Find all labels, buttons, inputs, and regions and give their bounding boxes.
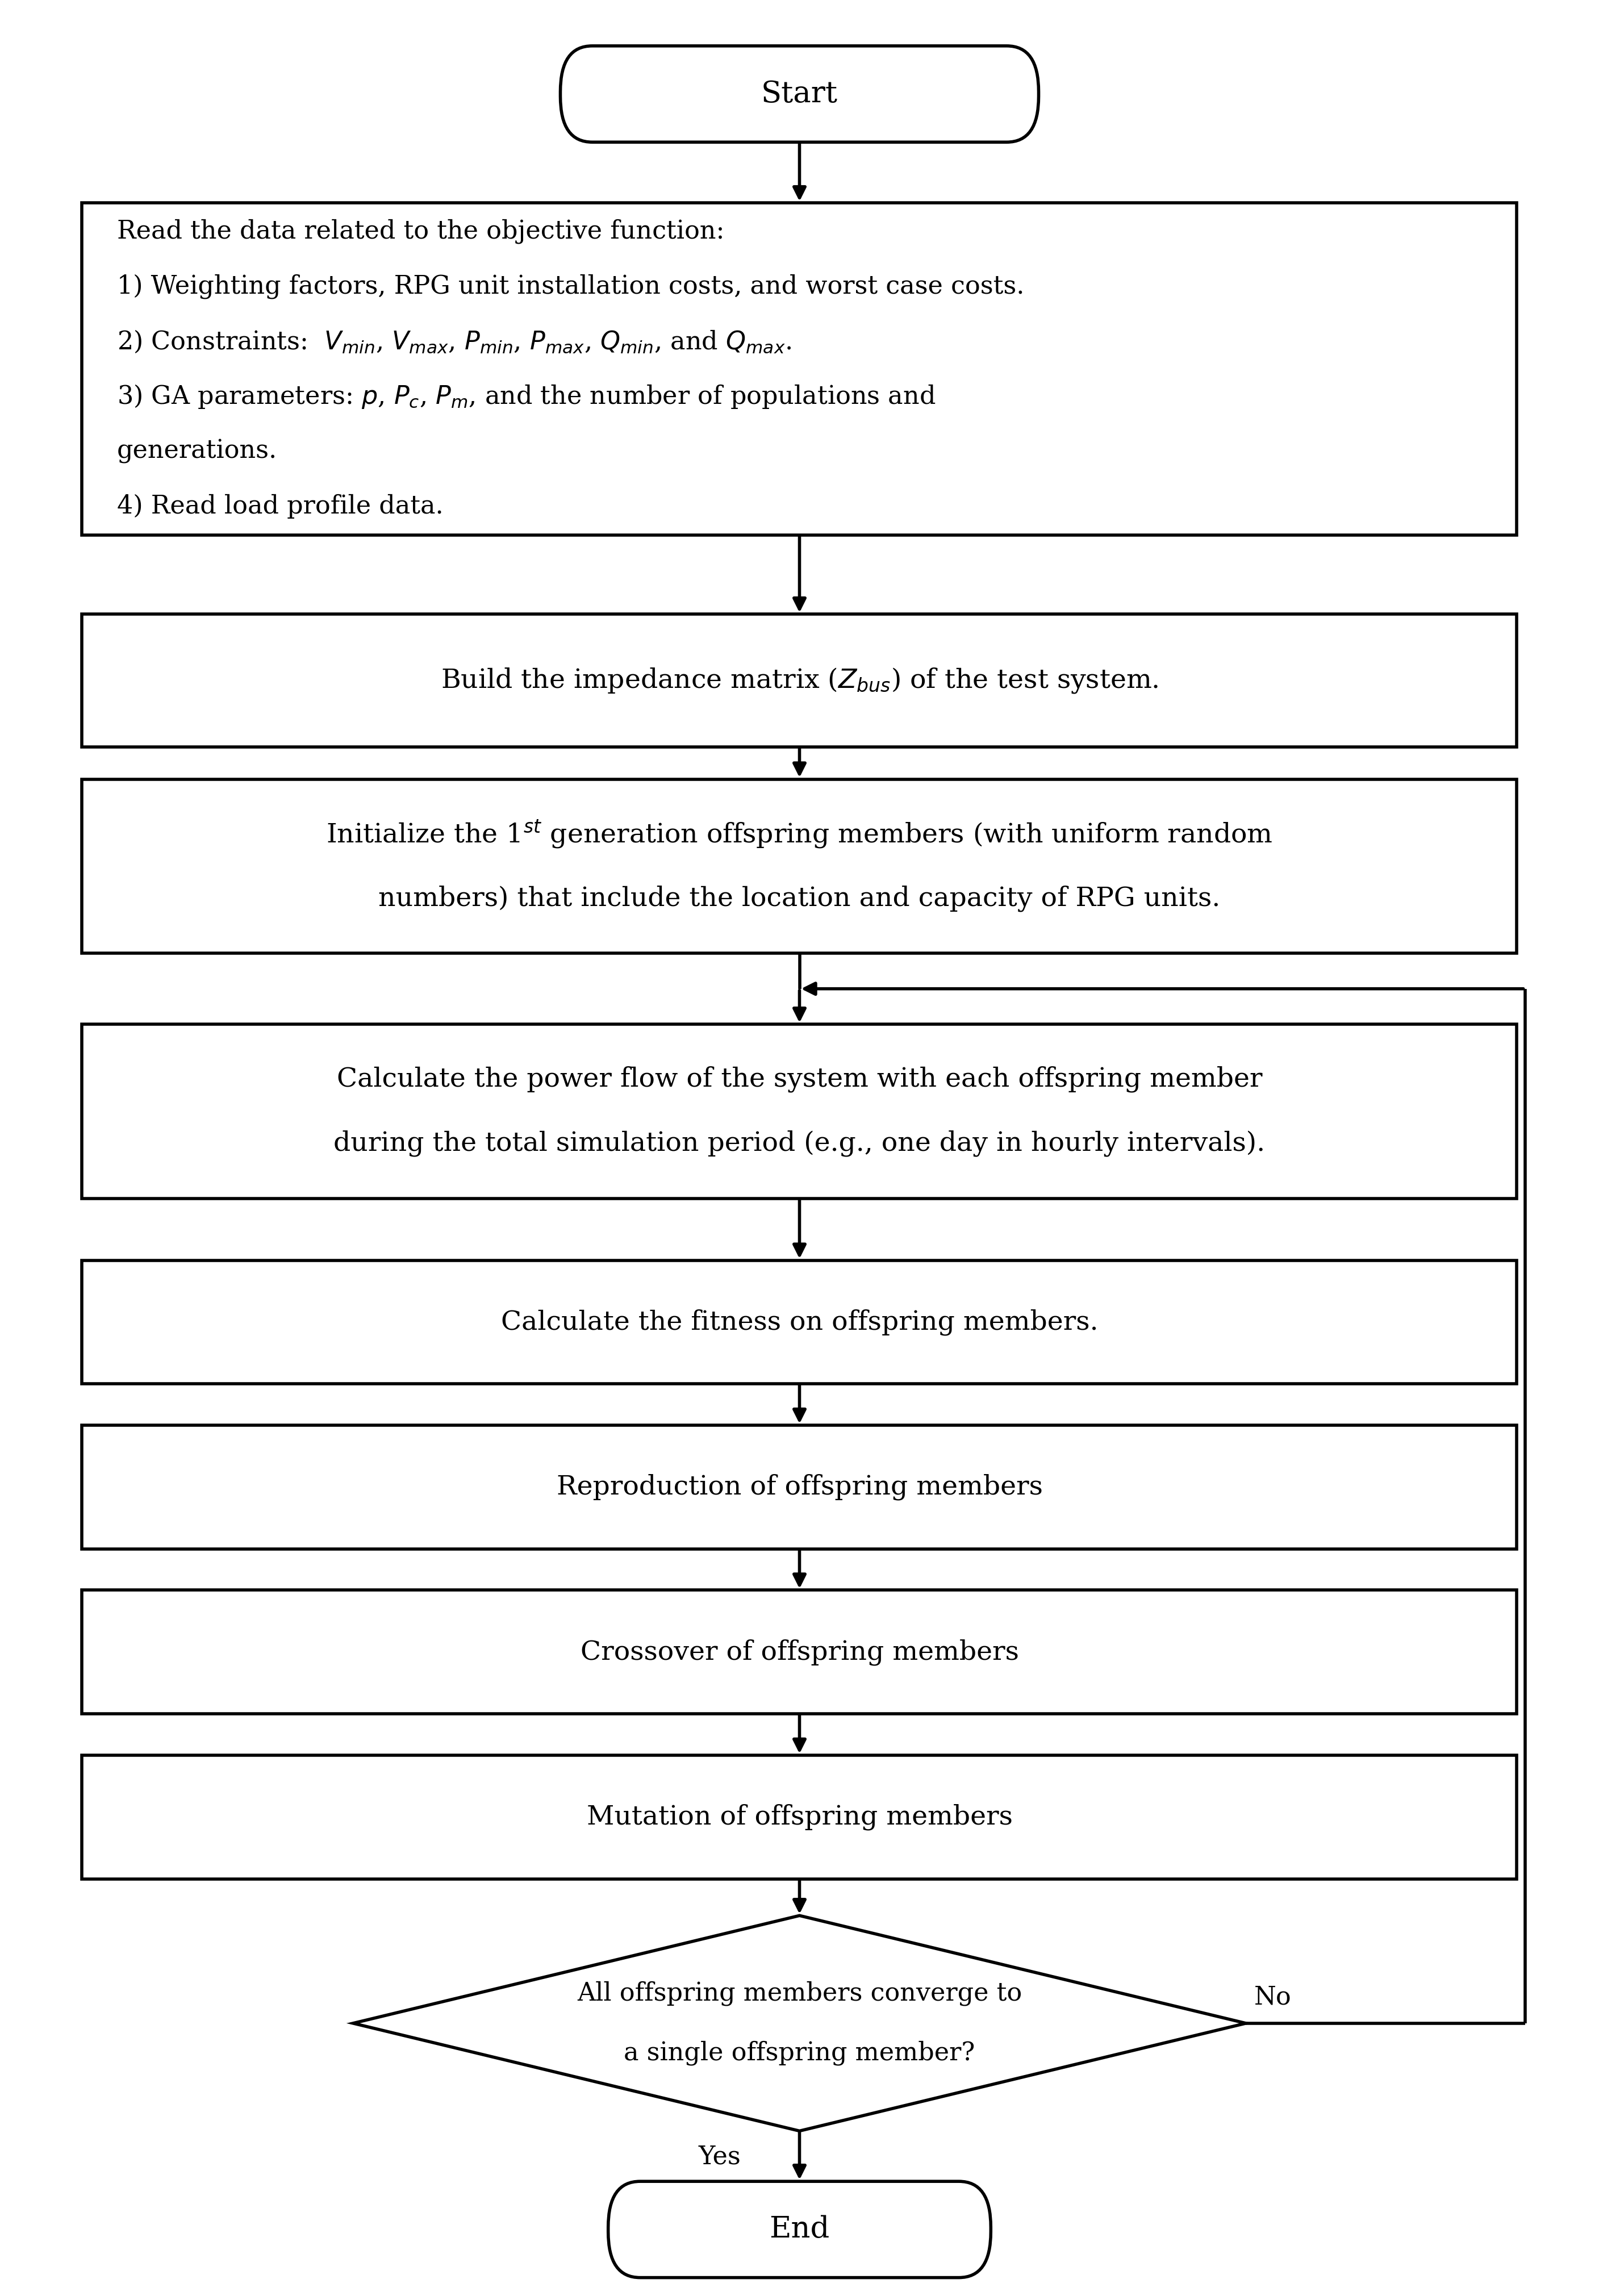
Bar [82,778,1517,953]
FancyBboxPatch shape [608,2181,991,2278]
Text: 1) Weighting factors, RPG unit installation costs, and worst case costs.: 1) Weighting factors, RPG unit installat… [117,273,1025,298]
Bar [82,1024,1517,1199]
Bar [82,202,1517,535]
Bar [82,613,1517,746]
Text: All offspring members converge to: All offspring members converge to [577,1981,1022,2007]
Polygon shape [353,1915,1246,2131]
Text: during the total simulation period (e.g., one day in hourly intervals).: during the total simulation period (e.g.… [334,1130,1265,1157]
Text: Crossover of offspring members: Crossover of offspring members [580,1639,1019,1665]
Text: Read the data related to the objective function:: Read the data related to the objective f… [117,218,724,243]
Text: numbers) that include the location and capacity of RPG units.: numbers) that include the location and c… [379,884,1220,912]
Text: Calculate the power flow of the system with each offspring member: Calculate the power flow of the system w… [337,1065,1262,1093]
Text: 3) GA parameters: $p$, $P_c$, $P_m$, and the number of populations and: 3) GA parameters: $p$, $P_c$, $P_m$, and… [117,383,935,411]
Bar [82,1426,1517,1550]
Text: Reproduction of offspring members: Reproduction of offspring members [556,1474,1043,1499]
Text: a single offspring member?: a single offspring member? [624,2041,975,2066]
Text: No: No [1254,1986,1292,2009]
Text: Start: Start [761,80,838,108]
Text: Initialize the 1$^{st}$ generation offspring members (with uniform random: Initialize the 1$^{st}$ generation offsp… [326,817,1273,850]
Text: 4) Read load profile data.: 4) Read load profile data. [117,494,443,519]
FancyBboxPatch shape [560,46,1039,142]
Bar [82,1261,1517,1384]
Text: End: End [769,2216,830,2243]
Text: Yes: Yes [699,2144,740,2170]
Text: generations.: generations. [117,439,277,464]
Bar [82,1591,1517,1713]
Text: Build the impedance matrix ($Z_{bus}$) of the test system.: Build the impedance matrix ($Z_{bus}$) o… [441,666,1158,696]
Text: 2) Constraints:  $V_{min}$, $V_{max}$, $P_{min}$, $P_{max}$, $Q_{min}$, and $Q_{: 2) Constraints: $V_{min}$, $V_{max}$, $P… [117,328,792,354]
Bar [82,1754,1517,1878]
Text: Calculate the fitness on offspring members.: Calculate the fitness on offspring membe… [500,1309,1099,1336]
Text: Mutation of offspring members: Mutation of offspring members [587,1805,1012,1830]
